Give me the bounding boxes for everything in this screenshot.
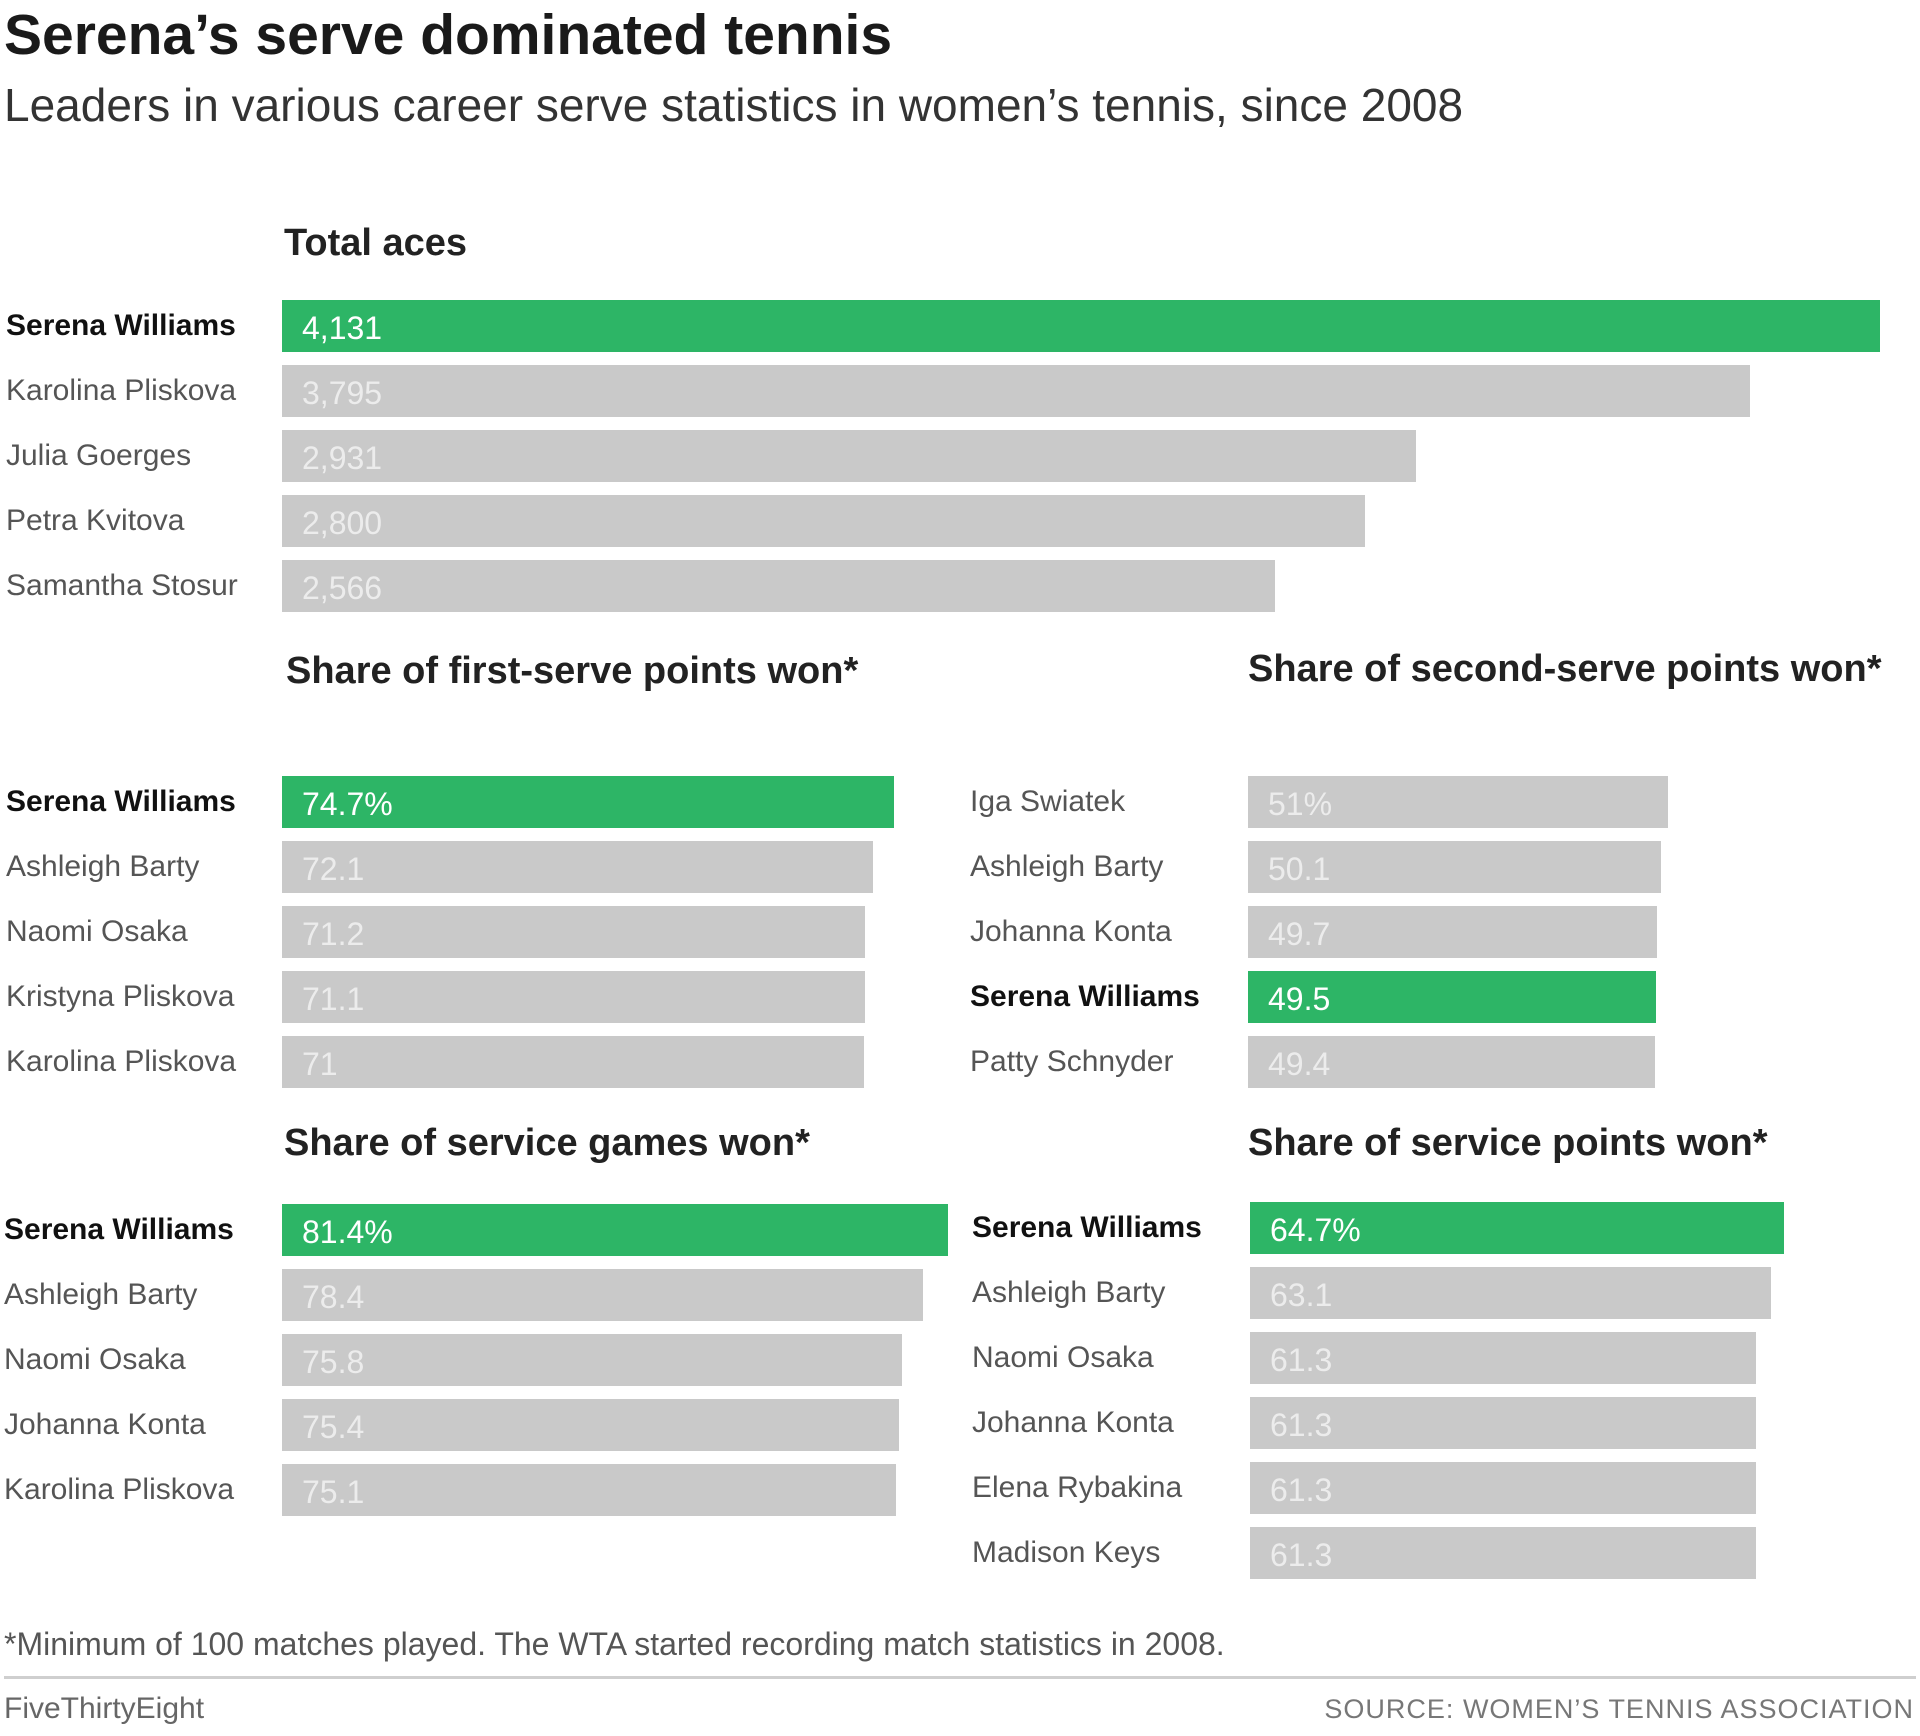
data-label: 75.4 (302, 1409, 365, 1445)
footnote: *Minimum of 100 matches played. The WTA … (4, 1626, 1225, 1662)
bar: 50.1 (1248, 841, 1661, 893)
category-label: Naomi Osaka (6, 915, 188, 948)
source-note: SOURCE: WOMEN’S TENNIS ASSOCIATION (1324, 1694, 1914, 1724)
bar: 2,931 (282, 430, 1416, 482)
data-label: 49.4 (1268, 1046, 1331, 1082)
bar: 51% (1248, 776, 1668, 828)
data-label: 49.5 (1268, 981, 1331, 1017)
category-label: Serena Williams (970, 980, 1200, 1013)
bar: 71 (282, 1036, 864, 1088)
data-label: 61.3 (1270, 1407, 1333, 1443)
bar: 71.2 (282, 906, 865, 958)
chart-title: Serena’s serve dominated tennis (4, 3, 893, 67)
data-label: 61.3 (1270, 1342, 1333, 1378)
data-label: 72.1 (302, 851, 365, 887)
category-label: Julia Goerges (6, 439, 192, 472)
bar: 61.3 (1250, 1527, 1756, 1579)
data-label: 64.7% (1270, 1212, 1361, 1248)
panel-title: Total aces (284, 222, 468, 264)
bar: 75.4 (282, 1399, 899, 1451)
category-label: Ashleigh Barty (6, 850, 200, 883)
data-label: 2,800 (302, 505, 383, 541)
category-label: Karolina Pliskova (6, 1045, 237, 1078)
data-label: 2,566 (302, 570, 383, 606)
chart-subtitle: Leaders in various career serve statisti… (4, 79, 1464, 131)
category-label: Ashleigh Barty (972, 1276, 1166, 1309)
panel-title: Share of service points won* (1248, 1122, 1768, 1164)
data-label: 75.8 (302, 1344, 365, 1380)
divider (4, 1676, 1916, 1679)
bar: 4,131 (282, 300, 1880, 352)
category-label: Karolina Pliskova (6, 374, 237, 407)
category-label: Ashleigh Barty (4, 1278, 198, 1311)
data-label: 71 (302, 1046, 338, 1082)
category-label: Serena Williams (4, 1213, 234, 1246)
category-label: Elena Rybakina (972, 1471, 1183, 1504)
bar: 2,566 (282, 560, 1275, 612)
category-label: Serena Williams (6, 309, 236, 342)
panel-title: Share of first-serve points won* (286, 650, 859, 692)
bar: 71.1 (282, 971, 865, 1023)
category-label: Samantha Stosur (6, 569, 238, 602)
bar: 3,795 (282, 365, 1750, 417)
panel-title: Share of second-serve points won* (1248, 648, 1882, 690)
category-label: Karolina Pliskova (4, 1473, 235, 1506)
bar: 2,800 (282, 495, 1365, 547)
category-label: Iga Swiatek (970, 785, 1126, 818)
category-label: Ashleigh Barty (970, 850, 1164, 883)
category-label: Johanna Konta (4, 1408, 206, 1441)
bar: 64.7% (1250, 1202, 1784, 1254)
bar: 49.7 (1248, 906, 1657, 958)
bar: 61.3 (1250, 1332, 1756, 1384)
credit-logo: FiveThirtyEight (4, 1692, 205, 1725)
category-label: Serena Williams (6, 785, 236, 818)
bar: 49.5 (1248, 971, 1656, 1023)
category-label: Serena Williams (972, 1211, 1202, 1244)
panel-title: Share of service games won* (284, 1122, 810, 1164)
bar: 78.4 (282, 1269, 923, 1321)
bar: 72.1 (282, 841, 873, 893)
data-label: 74.7% (302, 786, 393, 822)
data-label: 2,931 (302, 440, 383, 476)
category-label: Madison Keys (972, 1536, 1161, 1569)
data-label: 4,131 (302, 310, 383, 346)
bar: 61.3 (1250, 1397, 1756, 1449)
bar: 81.4% (282, 1204, 948, 1256)
data-label: 51% (1268, 786, 1333, 822)
bar: 49.4 (1248, 1036, 1655, 1088)
category-label: Naomi Osaka (972, 1341, 1154, 1374)
data-label: 3,795 (302, 375, 383, 411)
bar: 75.8 (282, 1334, 902, 1386)
data-label: 61.3 (1270, 1472, 1333, 1508)
data-label: 71.1 (302, 981, 365, 1017)
data-label: 50.1 (1268, 851, 1331, 887)
data-label: 75.1 (302, 1474, 365, 1510)
data-label: 63.1 (1270, 1277, 1333, 1313)
category-label: Patty Schnyder (970, 1045, 1174, 1078)
data-label: 61.3 (1270, 1537, 1333, 1573)
bar: 75.1 (282, 1464, 896, 1516)
bar: 61.3 (1250, 1462, 1756, 1514)
category-label: Naomi Osaka (4, 1343, 186, 1376)
data-label: 81.4% (302, 1214, 393, 1250)
bar: 74.7% (282, 776, 894, 828)
category-label: Johanna Konta (970, 915, 1172, 948)
category-label: Petra Kvitova (6, 504, 185, 537)
data-label: 78.4 (302, 1279, 365, 1315)
category-label: Johanna Konta (972, 1406, 1174, 1439)
data-label: 71.2 (302, 916, 365, 952)
bar: 63.1 (1250, 1267, 1771, 1319)
data-label: 49.7 (1268, 916, 1331, 952)
category-label: Kristyna Pliskova (6, 980, 235, 1013)
